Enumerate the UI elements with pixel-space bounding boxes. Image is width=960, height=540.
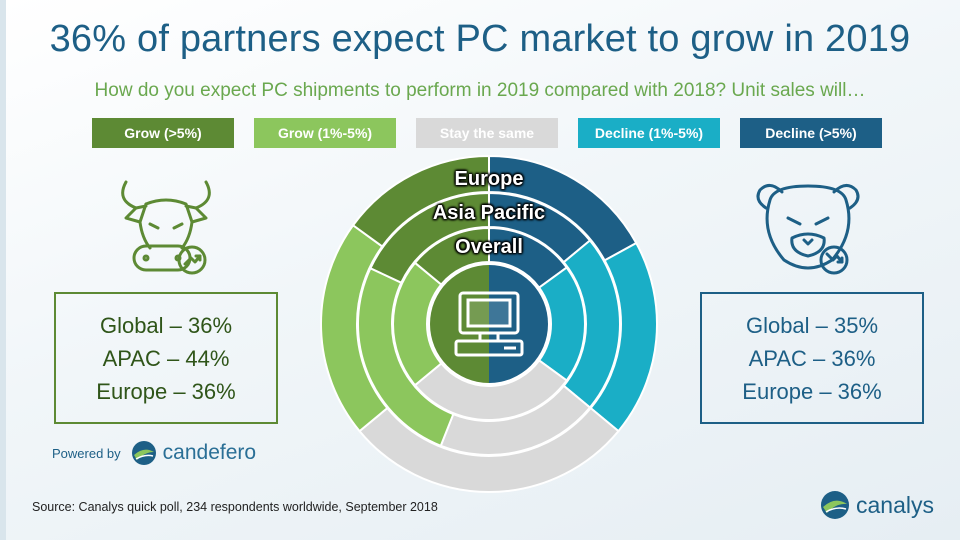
grow-global: Global – 36% — [100, 309, 232, 342]
page-title: 36% of partners expect PC market to grow… — [0, 18, 960, 61]
decline-apac: APAC – 36% — [749, 342, 876, 375]
bull-icon — [112, 178, 220, 283]
canalys-logo: canalys — [820, 490, 934, 520]
decline-europe: Europe – 36% — [742, 375, 881, 408]
powered-by: Powered by candefero — [52, 440, 256, 466]
legend-decline-low: Decline (1%-5%) — [578, 118, 720, 148]
canalys-globe-icon — [820, 490, 850, 520]
legend-grow-high: Grow (>5%) — [92, 118, 234, 148]
grow-europe: Europe – 36% — [96, 375, 235, 408]
ring-label-europe: Europe — [389, 168, 589, 191]
slide: 36% of partners expect PC market to grow… — [0, 0, 960, 540]
bear-icon — [752, 176, 864, 285]
ring-label-overall: Overall — [389, 236, 589, 259]
computer-icon — [430, 265, 548, 383]
subtitle: How do you expect PC shipments to perfor… — [0, 80, 960, 102]
legend-decline-high: Decline (>5%) — [740, 118, 882, 148]
legend-stay-same: Stay the same — [416, 118, 558, 148]
candefero-brand: candefero — [163, 441, 256, 465]
grow-summary-box: Global – 36% APAC – 44% Europe – 36% — [54, 292, 278, 424]
ring-label-asia-pacific: Asia Pacific — [389, 202, 589, 225]
source-note: Source: Canalys quick poll, 234 responde… — [32, 500, 438, 514]
grow-apac: APAC – 44% — [103, 342, 230, 375]
powered-by-label: Powered by — [52, 446, 121, 461]
legend-grow-low: Grow (1%-5%) — [254, 118, 396, 148]
decline-summary-box: Global – 35% APAC – 36% Europe – 36% — [700, 292, 924, 424]
decline-global: Global – 35% — [746, 309, 878, 342]
canalys-brand: canalys — [856, 492, 934, 519]
candefero-logo-icon — [131, 440, 157, 466]
